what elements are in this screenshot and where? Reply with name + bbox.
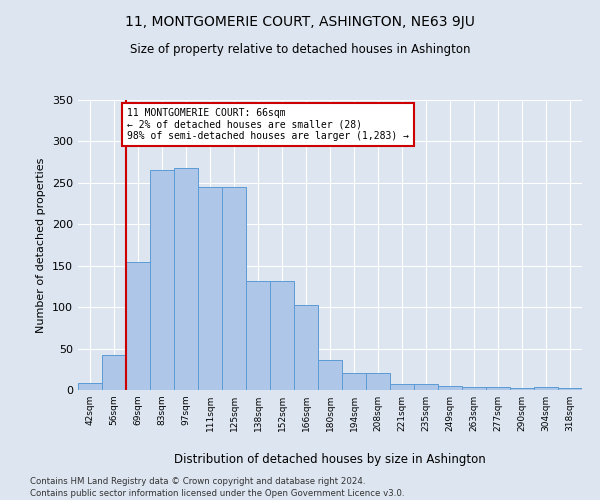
- Bar: [510, 388, 534, 390]
- Bar: [558, 388, 582, 390]
- Bar: [414, 384, 438, 390]
- Bar: [342, 374, 366, 390]
- Bar: [462, 386, 486, 390]
- Text: Distribution of detached houses by size in Ashington: Distribution of detached houses by size …: [174, 452, 486, 466]
- Bar: [174, 168, 198, 390]
- Bar: [366, 374, 390, 390]
- Bar: [150, 170, 174, 390]
- Bar: [438, 386, 462, 390]
- Bar: [222, 187, 246, 390]
- Bar: [126, 262, 150, 390]
- Text: Size of property relative to detached houses in Ashington: Size of property relative to detached ho…: [130, 42, 470, 56]
- Text: 11, MONTGOMERIE COURT, ASHINGTON, NE63 9JU: 11, MONTGOMERIE COURT, ASHINGTON, NE63 9…: [125, 15, 475, 29]
- Bar: [246, 282, 270, 390]
- Bar: [390, 384, 414, 390]
- Y-axis label: Number of detached properties: Number of detached properties: [37, 158, 46, 332]
- Bar: [318, 360, 342, 390]
- Text: Contains public sector information licensed under the Open Government Licence v3: Contains public sector information licen…: [30, 489, 404, 498]
- Bar: [270, 282, 294, 390]
- Bar: [78, 384, 102, 390]
- Text: Contains HM Land Registry data © Crown copyright and database right 2024.: Contains HM Land Registry data © Crown c…: [30, 478, 365, 486]
- Bar: [486, 386, 510, 390]
- Bar: [294, 304, 318, 390]
- Bar: [102, 355, 126, 390]
- Bar: [198, 187, 222, 390]
- Text: 11 MONTGOMERIE COURT: 66sqm
← 2% of detached houses are smaller (28)
98% of semi: 11 MONTGOMERIE COURT: 66sqm ← 2% of deta…: [127, 108, 409, 142]
- Bar: [534, 386, 558, 390]
